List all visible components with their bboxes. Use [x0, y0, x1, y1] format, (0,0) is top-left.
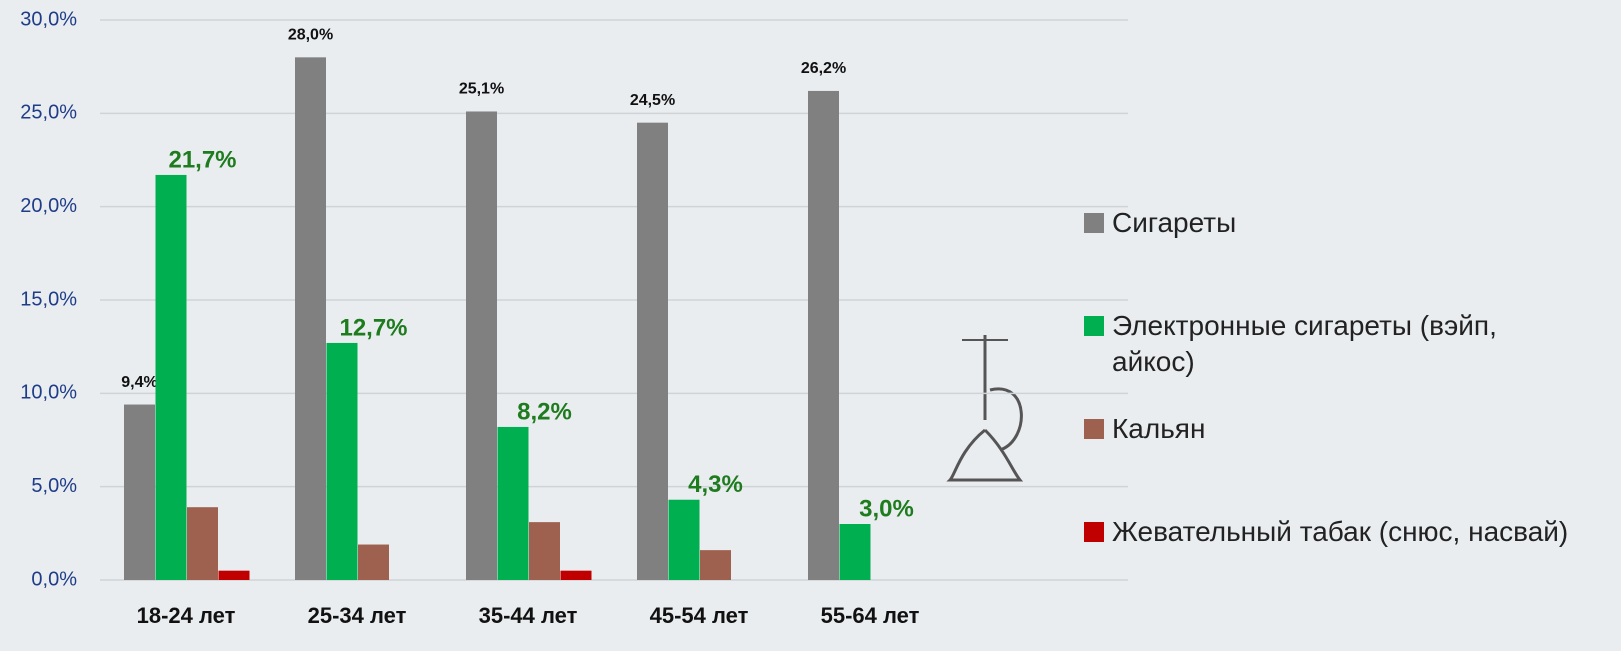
y-tick-label: 25,0%	[20, 102, 77, 124]
bar	[326, 342, 358, 580]
bar	[497, 426, 529, 580]
bar	[187, 507, 218, 580]
bar	[218, 570, 250, 580]
data-label: 26,2%	[801, 60, 846, 77]
data-label: 4,3%	[688, 471, 743, 498]
bar	[637, 122, 668, 581]
data-label: 21,7%	[168, 146, 236, 173]
data-label: 3,0%	[859, 495, 914, 522]
bar	[529, 522, 560, 580]
legend-item: Электронные сигареты (вэйп, айкос)	[1084, 308, 1584, 411]
bar	[295, 57, 326, 581]
bar	[358, 544, 389, 580]
legend-label: Сигареты	[1112, 207, 1237, 238]
x-tick-label: 55-64 лет	[821, 603, 920, 628]
bar	[700, 550, 731, 580]
legend-swatch	[1084, 213, 1104, 233]
legend: Сигареты Электронные сигареты (вэйп, айко…	[1084, 205, 1584, 617]
y-tick-label: 20,0%	[20, 195, 77, 217]
bar	[466, 111, 497, 580]
hookah-icon	[946, 335, 1024, 482]
legend-label: Кальян	[1112, 413, 1206, 444]
data-label: 25,1%	[459, 81, 504, 98]
legend-item: Сигареты	[1084, 205, 1584, 308]
legend-swatch	[1084, 522, 1104, 542]
y-tick-label: 0,0%	[31, 568, 77, 590]
legend-item: Жевательный табак (снюс, насвай)	[1084, 514, 1584, 617]
y-tick-label: 30,0%	[20, 8, 77, 30]
x-tick-label: 25-34 лет	[308, 603, 407, 628]
data-label: 28,0%	[288, 27, 333, 44]
data-label: 24,5%	[630, 92, 675, 109]
legend-swatch	[1084, 316, 1104, 336]
data-label: 8,2%	[517, 398, 572, 425]
bar	[155, 174, 187, 580]
x-tick-label: 18-24 лет	[137, 603, 236, 628]
bar	[560, 570, 592, 580]
legend-label: Жевательный табак (снюс, насвай)	[1112, 516, 1569, 547]
x-tick-label: 35-44 лет	[479, 603, 578, 628]
data-label: 12,7%	[339, 314, 407, 341]
bar	[839, 524, 871, 580]
bar	[668, 499, 700, 580]
legend-swatch	[1084, 419, 1104, 439]
y-tick-label: 10,0%	[20, 382, 77, 404]
x-tick-label: 45-54 лет	[650, 603, 749, 628]
data-label: 9,4%	[121, 374, 157, 391]
y-tick-label: 15,0%	[20, 288, 77, 310]
y-tick-label: 5,0%	[31, 475, 77, 497]
legend-label: Электронные сигареты (вэйп, айкос)	[1112, 310, 1497, 377]
legend-item: Кальян	[1084, 411, 1584, 514]
bar	[808, 90, 839, 580]
bar	[124, 404, 155, 580]
